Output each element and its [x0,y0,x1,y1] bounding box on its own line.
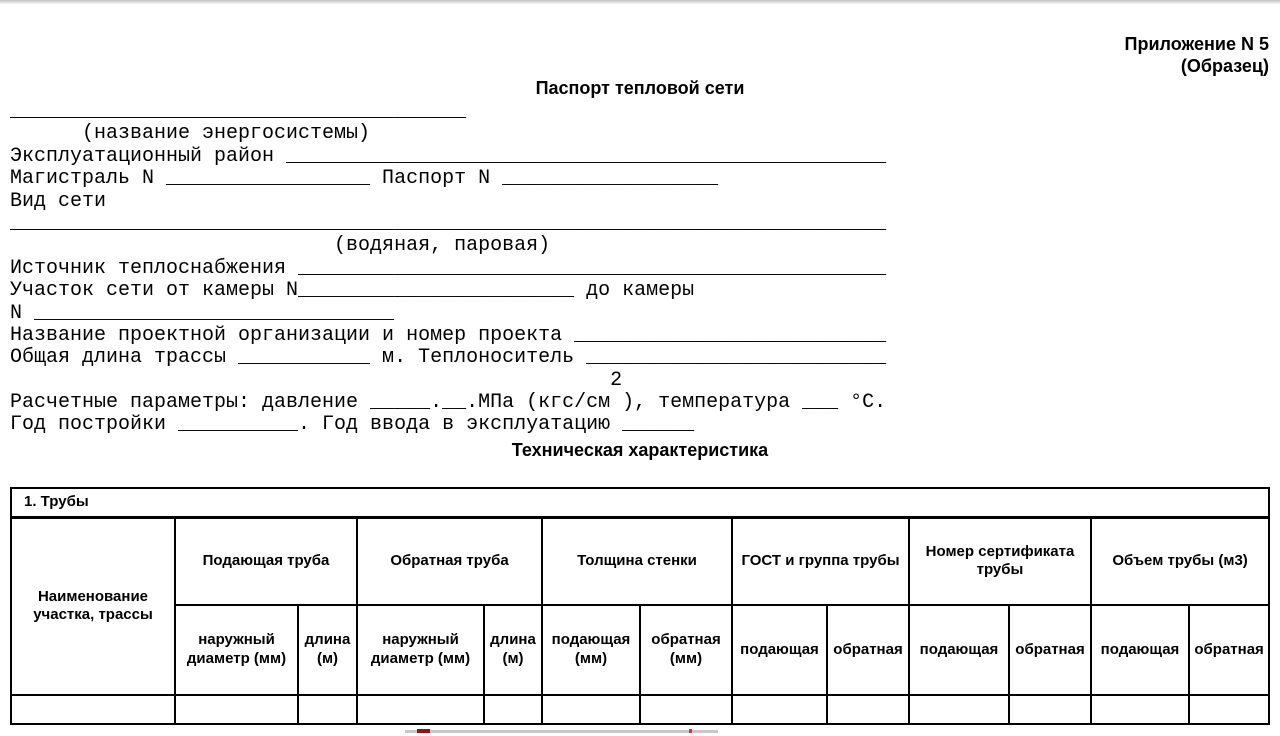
data-cell [174,694,299,725]
table-part-row: 1. Трубы [9,487,1271,519]
form-line-project-org: Название проектной организации и номер п… [10,323,887,347]
form-line-length: Общая длина трассы ___________ м. Теплон… [10,346,887,370]
col-header-section-name: Наименование участка, трассы [10,516,176,696]
data-cell [826,694,910,725]
data-cell [908,694,1010,725]
scrollbar-red-thumb[interactable] [417,729,430,733]
data-cell [1008,694,1092,725]
form-body: ______________________________________ (… [10,100,887,437]
pipes-table: 1. Трубы Наименование участка, трассы По… [9,487,1271,725]
subheader-length-supply: длина (м) [297,604,358,696]
data-cell [541,694,641,725]
data-cell-name [10,694,176,725]
col-header-wall-thickness: Толщина стенки [541,516,733,606]
form-line-network-type: Вид сети [10,189,107,213]
col-header-return-pipe: Обратная труба [356,516,543,606]
form-line-blank: ______________________________________ [10,100,467,123]
form-line-section-to: N ______________________________ [10,301,395,325]
col-header-certificate: Номер сертификата трубы [908,516,1092,606]
col-header-gost-group: ГОСТ и группа трубы [731,516,910,606]
data-cell [356,694,485,725]
form-line-blank2: ________________________________________… [10,211,887,235]
subheader-gost-return: обратная [826,604,910,696]
col-header-supply-pipe: Подающая труба [174,516,358,606]
table-part-label: 1. Трубы [9,487,1271,519]
window-top-edge [0,0,1280,4]
document-title: Паспорт тепловой сети [535,78,745,98]
section-title: Техническая характеристика [511,440,769,460]
form-line-section-from: Участок сети от камеры N________________… [10,279,695,303]
form-line-district: Эксплуатационный район _________________… [10,144,887,168]
subheader-outer-diameter-supply: наружный диаметр (мм) [174,604,299,696]
form-line-parameters: Расчетные параметры: давление _____.__.М… [10,391,887,415]
subheader-outer-diameter-return: наружный диаметр (мм) [356,604,485,696]
form-line-energy-system: (название энергосистемы) [10,122,371,146]
form-line-water-steam: (водяная, паровая) [10,234,551,258]
form-line-year: Год постройки __________. Год ввода в эк… [10,413,695,437]
table-group-header-row: Наименование участка, трассы Подающая тр… [10,516,1271,696]
data-cell [731,694,828,725]
data-cell-cut [1187,694,1271,725]
col-header-pipe-volume: Объем трубы (м3) [1089,516,1271,606]
data-cell [297,694,358,725]
appendix-sample: (Образец) [1180,56,1269,76]
data-cell [483,694,543,725]
subheader-volume-supply: подающая [1090,604,1190,696]
scrollbar-red-marker [689,729,692,733]
subheader-cert-supply: подающая [908,604,1010,696]
data-cell [1090,694,1190,725]
subheader-volume-return: обратная [1187,604,1271,696]
form-line-heat-source: Источник теплоснабжения ________________… [10,256,887,280]
subheader-thickness-return: обратная (мм) [639,604,733,696]
data-cell [639,694,733,725]
subheader-thickness-supply: подающая (мм) [541,604,641,696]
table-subheader-row: наружный диаметр (мм) длина (м) наружный… [11,604,1271,696]
partial-bottom-scrollbar[interactable] [405,729,718,733]
appendix-number: Приложение N 5 [1124,34,1269,54]
subheader-length-return: длина (м) [483,604,543,696]
table-data-row [10,694,1271,725]
subheader-gost-supply: подающая [731,604,828,696]
form-line-superscript: 2 [10,368,623,392]
subheader-cert-return: обратная [1008,604,1092,696]
form-line-main-passport: Магистраль N _________________ Паспорт N… [10,167,719,191]
appendix-label: Приложение N 5 (Образец) [1125,33,1269,77]
